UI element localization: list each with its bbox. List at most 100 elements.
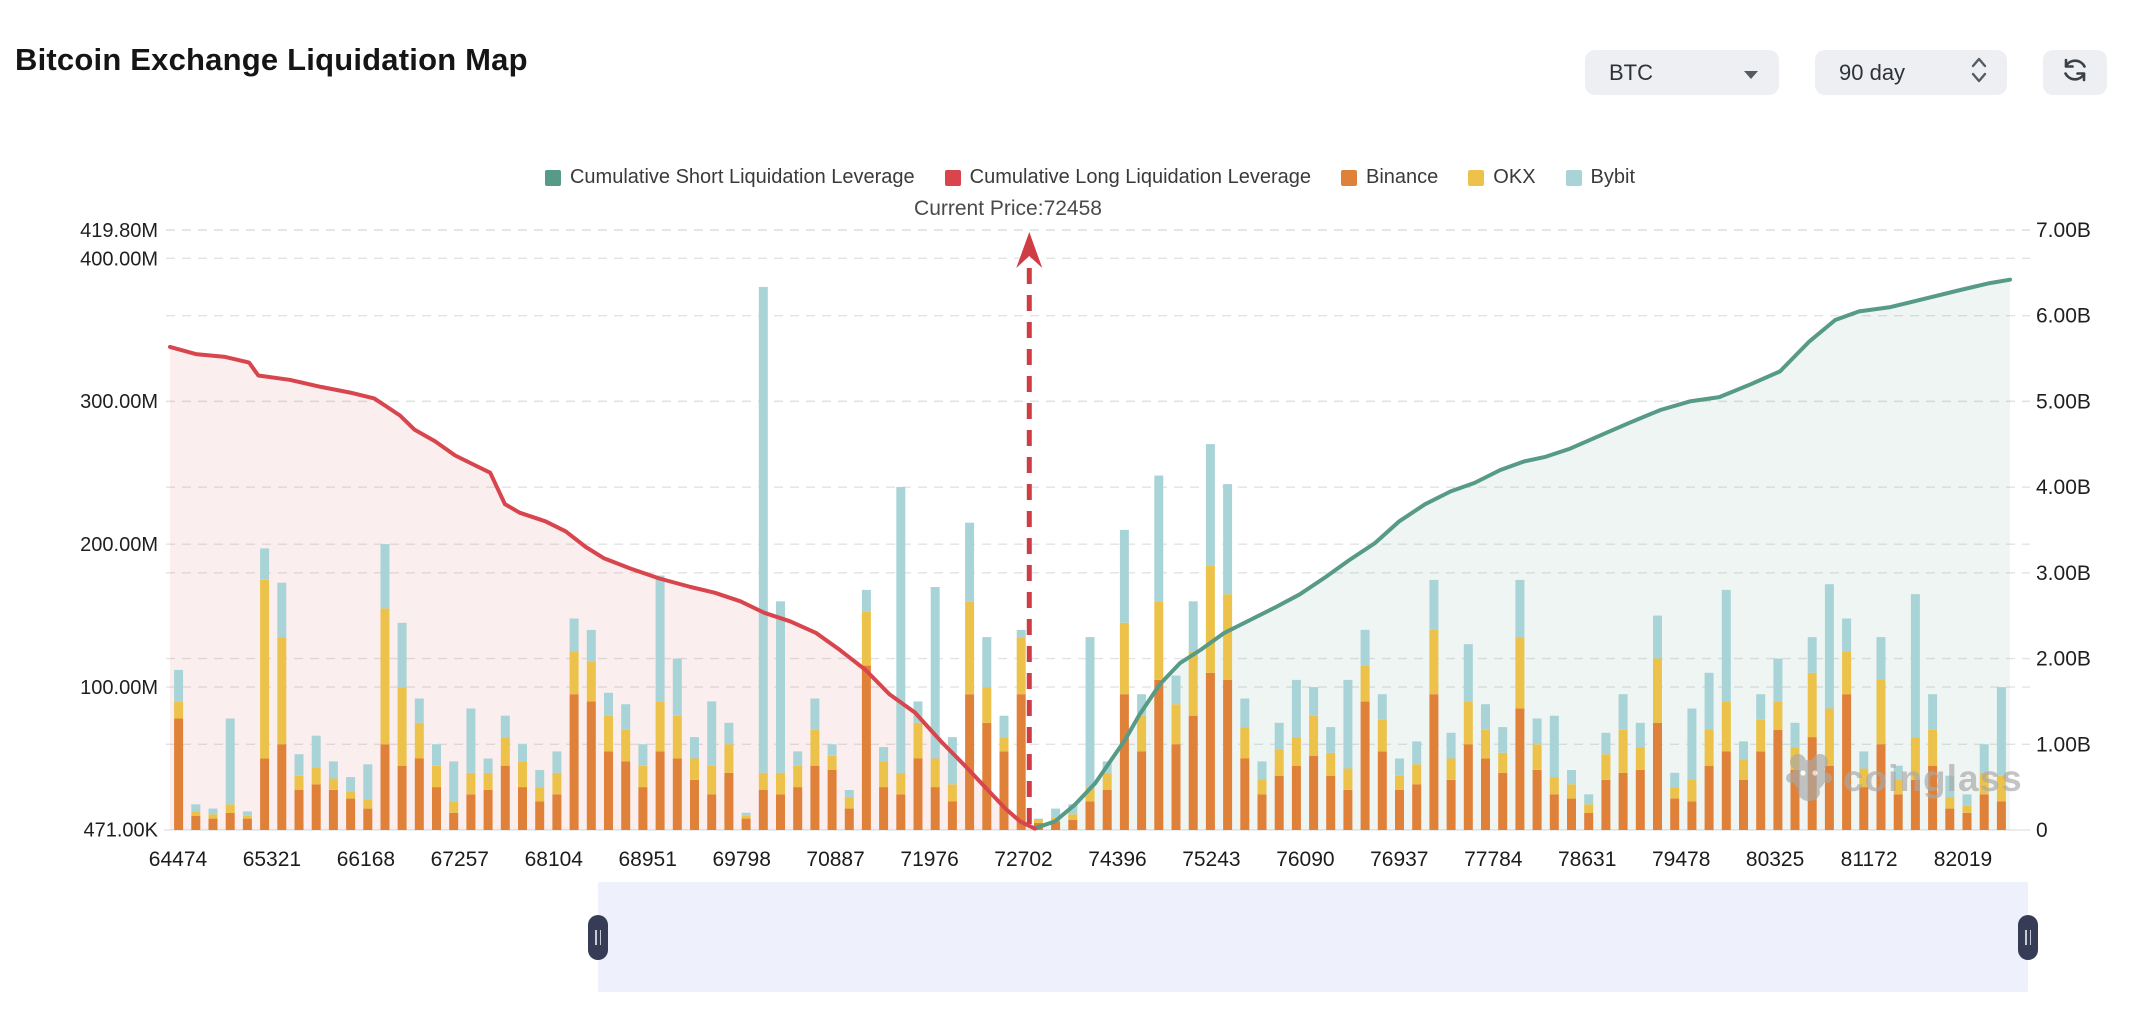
stacked-bar-segment xyxy=(432,787,441,830)
stacked-bar-segment xyxy=(242,815,252,819)
stacked-bar-segment xyxy=(690,737,699,759)
stacked-bar-segment xyxy=(879,761,889,788)
stacked-bar-segment xyxy=(1601,732,1611,755)
legend-item-cumulative-long[interactable]: Cumulative Long Liquidation Leverage xyxy=(944,166,1311,189)
x-axis-tick-label: 75243 xyxy=(1182,848,1240,871)
stacked-bar-segment xyxy=(1979,744,1989,773)
stacked-bar-segment xyxy=(1326,727,1336,753)
stacked-bar-segment xyxy=(1842,694,1852,830)
stacked-bar-segment xyxy=(1790,747,1800,770)
stacked-bar-segment xyxy=(638,765,648,788)
stacked-bar-segment xyxy=(397,622,407,688)
stacked-bar-segment xyxy=(1962,812,1972,830)
stacked-bar-segment xyxy=(1223,594,1233,680)
stacked-bar-segment xyxy=(1876,679,1886,745)
coin-select[interactable]: BTC xyxy=(1585,50,1779,95)
stacked-bar-segment xyxy=(1309,687,1319,716)
stacked-bar-segment xyxy=(569,694,579,830)
stacked-bar-segment xyxy=(552,794,562,830)
refresh-button[interactable] xyxy=(2043,50,2107,95)
left-axis-tick-label: 419.80M xyxy=(80,220,158,242)
stacked-bar-segment xyxy=(1257,794,1267,830)
caret-down-icon xyxy=(1743,60,1759,86)
legend-item-okx[interactable]: OKX xyxy=(1468,166,1536,189)
stacked-bar-segment xyxy=(1102,772,1112,790)
stacked-bar-segment xyxy=(191,804,201,812)
stacked-bar-segment xyxy=(242,811,252,816)
legend-swatch-long xyxy=(944,169,961,186)
stacked-bar-segment xyxy=(1119,529,1129,623)
legend-label: Bybit xyxy=(1590,166,1636,188)
stacked-bar-segment xyxy=(1739,741,1748,760)
x-axis-tick-label: 80325 xyxy=(1746,848,1804,871)
stacked-bar-segment xyxy=(483,758,493,773)
stacked-bar-segment xyxy=(1704,730,1714,766)
stacked-bar-segment xyxy=(1859,751,1869,769)
stacked-bar-segment xyxy=(277,744,287,830)
left-axis-tick-label: 471.00K xyxy=(83,819,158,841)
stacked-bar-segment xyxy=(1257,761,1267,780)
data-zoom-brush[interactable] xyxy=(588,882,2038,992)
stacked-bar-segment xyxy=(1721,589,1731,702)
stacked-bar-segment xyxy=(311,784,321,830)
stacked-bar-segment xyxy=(604,692,613,716)
x-axis-tick-label: 67257 xyxy=(431,848,489,871)
current-price-annotation: Current Price:72458 xyxy=(914,197,1102,220)
stacked-bar-segment xyxy=(930,587,940,759)
stacked-bar-segment xyxy=(844,790,854,798)
stacked-bar-segment xyxy=(1824,584,1834,709)
stacked-bar-segment xyxy=(965,522,975,602)
stacked-bar-segment xyxy=(518,761,527,788)
stacked-bar-segment xyxy=(1996,687,2006,776)
stacked-bar-segment xyxy=(810,698,820,730)
stacked-bar-segment xyxy=(1395,775,1404,790)
stacked-bar-segment xyxy=(432,765,441,788)
brush-handle-right[interactable] xyxy=(2018,915,2038,960)
stacked-bar-segment xyxy=(672,758,682,830)
stacked-bar-segment xyxy=(466,708,476,773)
stacked-bar-segment xyxy=(432,744,441,766)
legend-item-binance[interactable]: Binance xyxy=(1341,166,1438,189)
stacked-bar-segment xyxy=(208,814,218,819)
stacked-bar-segment xyxy=(621,704,631,730)
stacked-bar-segment xyxy=(1962,794,1972,806)
stacked-bar-segment xyxy=(1429,629,1439,695)
toolbar: BTC 90 day xyxy=(1585,50,2107,95)
stacked-bar-segment xyxy=(328,761,338,779)
stacked-bar-segment xyxy=(1119,622,1129,695)
stacked-bar-segment xyxy=(896,487,906,773)
stacked-bar-segment xyxy=(1842,651,1852,695)
stacked-bar-segment xyxy=(518,787,527,830)
stacked-bar-segment xyxy=(483,790,493,830)
stacked-bar-segment xyxy=(724,744,734,773)
stacked-bar-segment xyxy=(1739,780,1748,830)
stacked-bar-segment xyxy=(707,794,717,830)
stacked-bar-segment xyxy=(242,818,252,830)
stacked-bar-segment xyxy=(1807,672,1817,738)
legend-item-cumulative-short[interactable]: Cumulative Short Liquidation Leverage xyxy=(544,166,915,189)
stacked-bar-segment xyxy=(758,772,768,790)
stacked-bar-segment xyxy=(1446,732,1456,759)
stacked-bar-segment xyxy=(1481,704,1490,730)
coin-select-value: BTC xyxy=(1609,59,1653,85)
stacked-bar-segment xyxy=(1291,765,1301,830)
period-select[interactable]: 90 day xyxy=(1815,50,2007,95)
stacked-bar-segment xyxy=(1618,730,1628,773)
stacked-bar-segment xyxy=(1515,579,1525,638)
stacked-bar-segment xyxy=(1481,730,1490,759)
stacked-bar-segment xyxy=(793,765,803,788)
stacked-bar-segment xyxy=(1240,698,1250,728)
stacked-bar-segment xyxy=(1704,765,1714,830)
stacked-bar-segment xyxy=(621,730,631,762)
legend-item-bybit[interactable]: Bybit xyxy=(1565,166,1636,189)
stacked-bar-segment xyxy=(1635,722,1645,748)
stacked-bar-segment xyxy=(483,772,493,790)
stacked-bar-segment xyxy=(363,764,373,800)
brush-handle-left[interactable] xyxy=(588,915,608,960)
stacked-bar-segment xyxy=(1549,777,1559,795)
stacked-bar-segment xyxy=(174,669,184,702)
legend-label: Binance xyxy=(1366,166,1439,188)
stacked-bar-segment xyxy=(1051,821,1061,830)
stacked-bar-segment xyxy=(844,797,854,809)
stacked-bar-segment xyxy=(1016,637,1026,695)
